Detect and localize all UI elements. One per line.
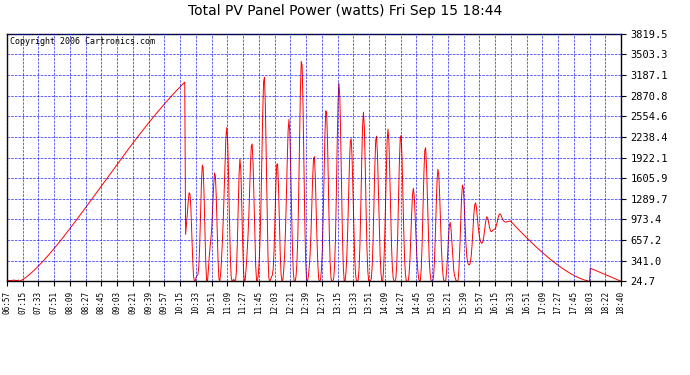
Text: Total PV Panel Power (watts) Fri Sep 15 18:44: Total PV Panel Power (watts) Fri Sep 15 …: [188, 4, 502, 18]
Text: Copyright 2006 Cartronics.com: Copyright 2006 Cartronics.com: [10, 38, 155, 46]
